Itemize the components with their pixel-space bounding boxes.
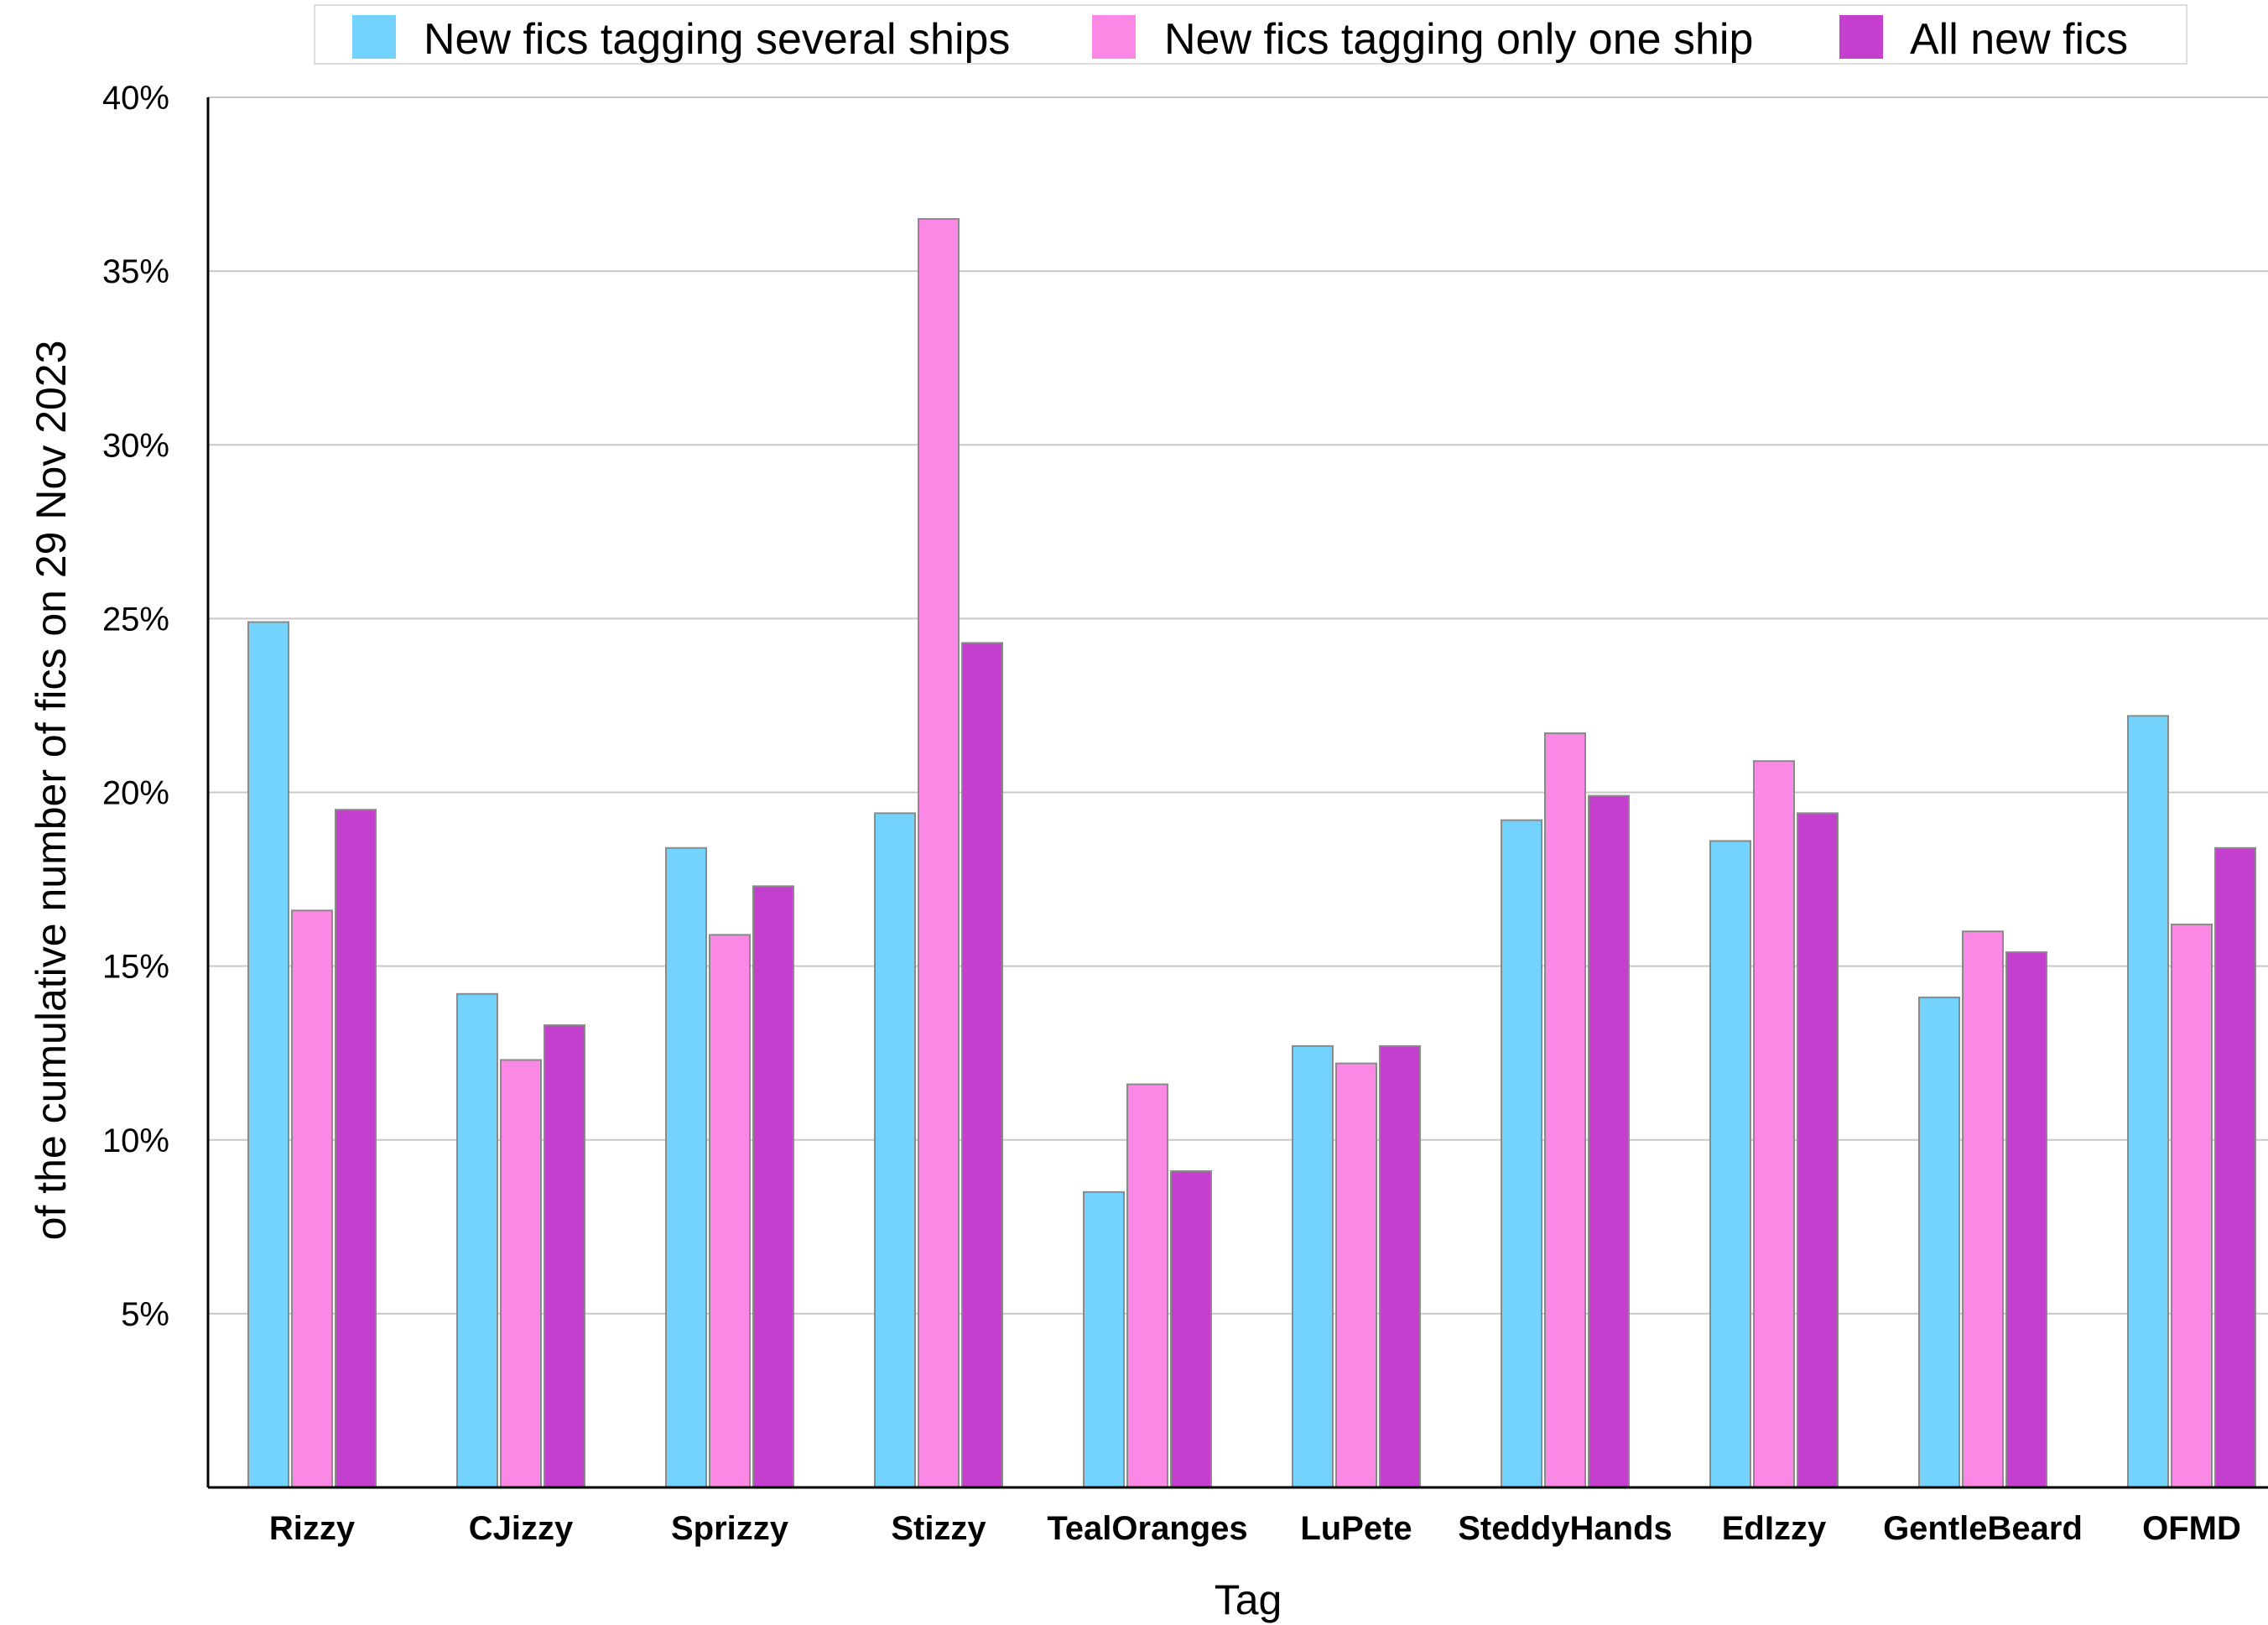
- bar-gentlebeard-series-1: [1918, 996, 1960, 1488]
- bar-tealoranges-series-2: [1126, 1083, 1168, 1488]
- bar-lupete-series-3: [1379, 1044, 1421, 1488]
- y-tick-label: 35%: [102, 253, 169, 290]
- x-category-label: Rizzy: [269, 1510, 356, 1547]
- bar-ofmd-series-1: [2127, 715, 2169, 1488]
- bar-ofmd-series-3: [2214, 846, 2256, 1488]
- bar-rizzy-series-1: [247, 621, 289, 1489]
- bar-gentlebeard-series-2: [1962, 930, 2004, 1488]
- bar-edizzy-series-1: [1709, 840, 1751, 1488]
- y-tick-label: 40%: [102, 80, 169, 117]
- x-category-label: Sprizzy: [671, 1510, 789, 1547]
- bar-steddyhands-series-3: [1588, 794, 1630, 1488]
- bar-sprizzy-series-2: [709, 934, 751, 1488]
- legend-label-series-3: All new fics: [1910, 15, 2128, 64]
- legend-swatch-series-3: [1839, 15, 1883, 59]
- x-category-label: CJizzy: [469, 1510, 574, 1547]
- x-category-label: SteddyHands: [1458, 1510, 1672, 1547]
- bar-edizzy-series-2: [1753, 760, 1795, 1488]
- bar-lupete-series-2: [1335, 1062, 1377, 1488]
- bar-sprizzy-series-1: [665, 846, 707, 1488]
- x-category-label: EdIzzy: [1722, 1510, 1827, 1547]
- bars: [247, 217, 2256, 1489]
- y-tick-label: 25%: [102, 601, 169, 638]
- legend: New fics tagging several ships New fics t…: [314, 4, 2187, 65]
- x-category-label: LuPete: [1300, 1510, 1412, 1547]
- bar-cjizzy-series-2: [500, 1059, 542, 1489]
- bar-cjizzy-series-3: [544, 1024, 585, 1488]
- axes: [206, 97, 2268, 1489]
- x-category-label: Stizzy: [891, 1510, 986, 1547]
- bar-rizzy-series-3: [335, 809, 377, 1488]
- x-category-labels: Rizzy CJizzy Sprizzy Stizzy TealOranges LuPet…: [269, 1510, 2241, 1547]
- x-category-label: OFMD: [2142, 1510, 2241, 1547]
- bar-stizzy-series-3: [961, 642, 1003, 1488]
- bar-steddyhands-series-1: [1501, 819, 1542, 1488]
- bar-sprizzy-series-3: [752, 885, 794, 1489]
- legend-swatch-series-2: [1092, 15, 1136, 59]
- x-axis-title: Tag: [1215, 1576, 1282, 1623]
- y-tick-label: 10%: [102, 1122, 169, 1159]
- y-tick-label: 20%: [102, 775, 169, 812]
- bar-gentlebeard-series-3: [2005, 951, 2047, 1489]
- legend-label-series-2: New fics tagging only one ship: [1164, 15, 1753, 64]
- bar-cjizzy-series-1: [456, 992, 498, 1488]
- legend-swatch-series-1: [352, 15, 396, 59]
- x-category-label: TealOranges: [1047, 1510, 1247, 1547]
- y-axis-title: of the cumulative number of fics on 29 N…: [28, 341, 75, 1241]
- legend-label-series-1: New fics tagging several ships: [424, 15, 1010, 64]
- y-tick-label: 15%: [102, 949, 169, 986]
- bar-tealoranges-series-1: [1083, 1190, 1125, 1488]
- y-tick-label: 30%: [102, 427, 169, 464]
- bar-ofmd-series-2: [2171, 923, 2213, 1489]
- bar-stizzy-series-2: [918, 217, 960, 1488]
- x-category-label: GentleBeard: [1883, 1510, 2083, 1547]
- bar-rizzy-series-2: [291, 909, 333, 1488]
- bar-tealoranges-series-3: [1170, 1170, 1212, 1488]
- bar-edizzy-series-3: [1797, 812, 1839, 1488]
- bar-steddyhands-series-2: [1544, 732, 1586, 1488]
- y-tick-labels: 5% 10% 15% 20% 25% 30% 35% 40%: [102, 80, 169, 1333]
- bar-lupete-series-1: [1292, 1044, 1334, 1488]
- y-tick-label: 5%: [121, 1296, 169, 1333]
- bar-stizzy-series-1: [874, 812, 916, 1488]
